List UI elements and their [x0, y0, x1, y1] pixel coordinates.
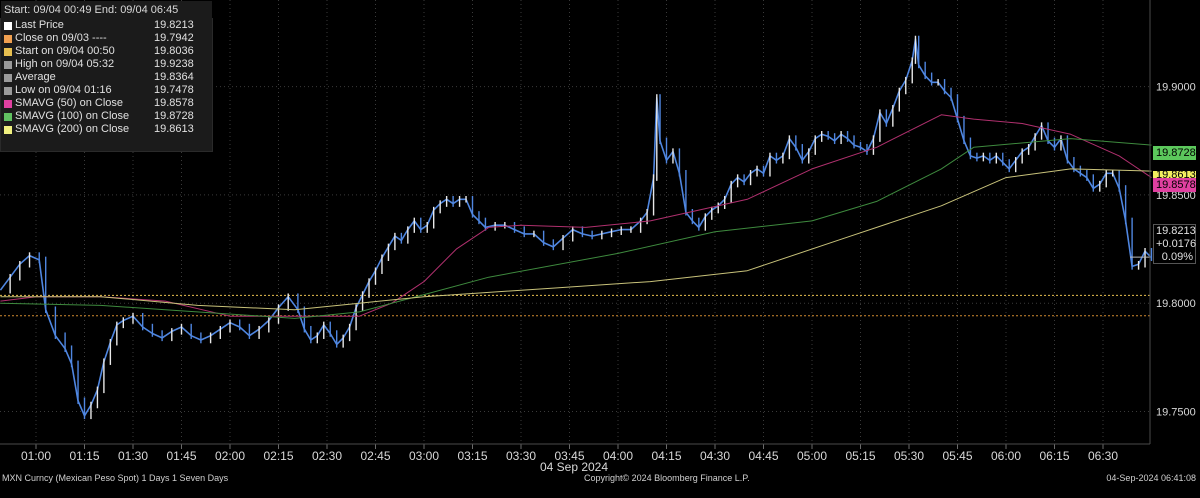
- legend-value: 19.8036: [154, 45, 194, 57]
- legend-value: 19.9238: [154, 58, 194, 70]
- x-tick-label: 05:45: [942, 449, 972, 463]
- legend-label: Average: [15, 71, 56, 83]
- legend-value: 19.8213: [154, 19, 194, 31]
- x-axis-date-label: 04 Sep 2024: [540, 460, 608, 474]
- legend-swatch: [4, 86, 12, 95]
- legend-header: Start: 09/04 00:49 End: 09/04 06:45: [1, 1, 212, 19]
- legend-label: SMAVG (200) on Close: [15, 123, 130, 135]
- legend-swatch: [4, 21, 12, 30]
- footer-ticker-info: MXN Curncy (Mexican Peso Spot) 1 Days 1 …: [2, 473, 229, 483]
- legend-swatch: [4, 34, 12, 43]
- x-tick-label: 06:30: [1088, 449, 1118, 463]
- x-tick-label: 03:30: [506, 449, 536, 463]
- x-axis-ticks: 01:00 01:15 01:30 01:45 02:00 02:15 02:30 02:45…: [21, 444, 1118, 463]
- x-tick-label: 02:30: [312, 449, 342, 463]
- legend-row: SMAVG (100) on Close 19.8728: [1, 110, 212, 123]
- x-tick-label: 03:15: [457, 449, 487, 463]
- legend-row: Last Price 19.8213: [1, 19, 212, 32]
- x-tick-label: 03:45: [554, 449, 584, 463]
- sma100-tag: 19.8728: [1153, 146, 1196, 160]
- x-tick-label: 01:15: [69, 449, 99, 463]
- x-tick-label: 04:45: [748, 449, 778, 463]
- legend-swatch: [4, 99, 12, 108]
- legend-row: Average 19.8364: [1, 71, 212, 84]
- x-tick-label: 02:00: [215, 449, 245, 463]
- sma100-tag-text: 19.8728: [1156, 147, 1196, 159]
- legend-value: 19.7942: [154, 32, 194, 44]
- y-axis-ticks: 19.9000 19.8500 19.8000 19.7500: [1156, 82, 1196, 419]
- legend-swatch: [4, 60, 12, 69]
- x-tick-label: 05:30: [894, 449, 924, 463]
- x-tick-label: 04:00: [603, 449, 633, 463]
- x-tick-label: 06:00: [991, 449, 1021, 463]
- legend-row: Low on 09/04 01:16 19.7478: [1, 84, 212, 97]
- x-tick-label: 02:15: [263, 449, 293, 463]
- legend-swatch: [4, 125, 12, 134]
- legend-panel: Start: 09/04 00:49 End: 09/04 06:45 Last…: [0, 1, 213, 152]
- x-tick-label: 04:30: [700, 449, 730, 463]
- legend-rows: Last Price 19.8213 Close on 09/03 ---- 19.7…: [1, 19, 212, 136]
- footer-timestamp: 04-Sep-2024 06:41:08: [1106, 473, 1196, 483]
- pct-change-text: 0.09%: [1161, 251, 1193, 263]
- legend-label: High on 09/04 05:32: [15, 58, 115, 70]
- x-tick-label: 01:45: [166, 449, 196, 463]
- legend-row: SMAVG (200) on Close 19.8613: [1, 123, 212, 136]
- legend-row: SMAVG (50) on Close 19.8578: [1, 97, 212, 110]
- x-tick-label: 03:00: [409, 449, 439, 463]
- series-lines: [0, 35, 1153, 420]
- last-price-box: 19.8213 +0.0176 0.09%: [1153, 224, 1196, 264]
- sma-line-2: [0, 138, 1152, 319]
- change-text: +0.0176: [1156, 238, 1197, 250]
- sma-line-3: [0, 168, 1152, 311]
- sma50-tag: 19.8578: [1153, 178, 1196, 192]
- legend-swatch: [4, 112, 12, 121]
- x-tick-label: 05:00: [797, 449, 827, 463]
- legend-label: SMAVG (50) on Close: [15, 97, 124, 109]
- legend-label: Close on 09/03 ----: [15, 32, 107, 44]
- legend-swatch: [4, 47, 12, 56]
- legend-label: Last Price: [15, 19, 64, 31]
- y-tick-label: 19.8000: [1156, 298, 1196, 310]
- y-tick-label: 19.8500: [1156, 190, 1196, 202]
- x-tick-label: 05:15: [845, 449, 875, 463]
- y-tick-label: 19.9000: [1156, 82, 1196, 94]
- footer-copyright: Copyright© 2024 Bloomberg Finance L.P.: [584, 473, 750, 483]
- x-tick-label: 02:45: [360, 449, 390, 463]
- reference-lines: [0, 294, 1150, 317]
- sma200-tag-text: 19.8613: [1156, 171, 1196, 179]
- legend-value: 19.8364: [154, 71, 194, 83]
- x-tick-label: 01:30: [118, 449, 148, 463]
- legend-value: 19.7478: [154, 84, 194, 96]
- legend-value: 19.8613: [154, 123, 194, 135]
- sma50-tag-text: 19.8578: [1156, 179, 1196, 191]
- y-tick-label: 19.7500: [1156, 407, 1196, 419]
- legend-label: SMAVG (100) on Close: [15, 110, 130, 122]
- last-price-text: 19.8213: [1156, 225, 1196, 237]
- x-tick-label: 04:15: [651, 449, 681, 463]
- legend-row: Close on 09/03 ---- 19.7942: [1, 32, 212, 45]
- legend-label: Start on 09/04 00:50: [15, 45, 115, 57]
- x-tick-label: 01:00: [21, 449, 51, 463]
- legend-row: High on 09/04 05:32 19.9238: [1, 58, 212, 71]
- legend-value: 19.8728: [154, 110, 194, 122]
- x-tick-label: 06:15: [1039, 449, 1069, 463]
- legend-row: Start on 09/04 00:50 19.8036: [1, 45, 212, 58]
- legend-swatch: [4, 73, 12, 82]
- legend-label: Low on 09/04 01:16: [15, 84, 112, 96]
- legend-value: 19.8578: [154, 97, 194, 109]
- sma200-tag: 19.8613: [1153, 171, 1196, 179]
